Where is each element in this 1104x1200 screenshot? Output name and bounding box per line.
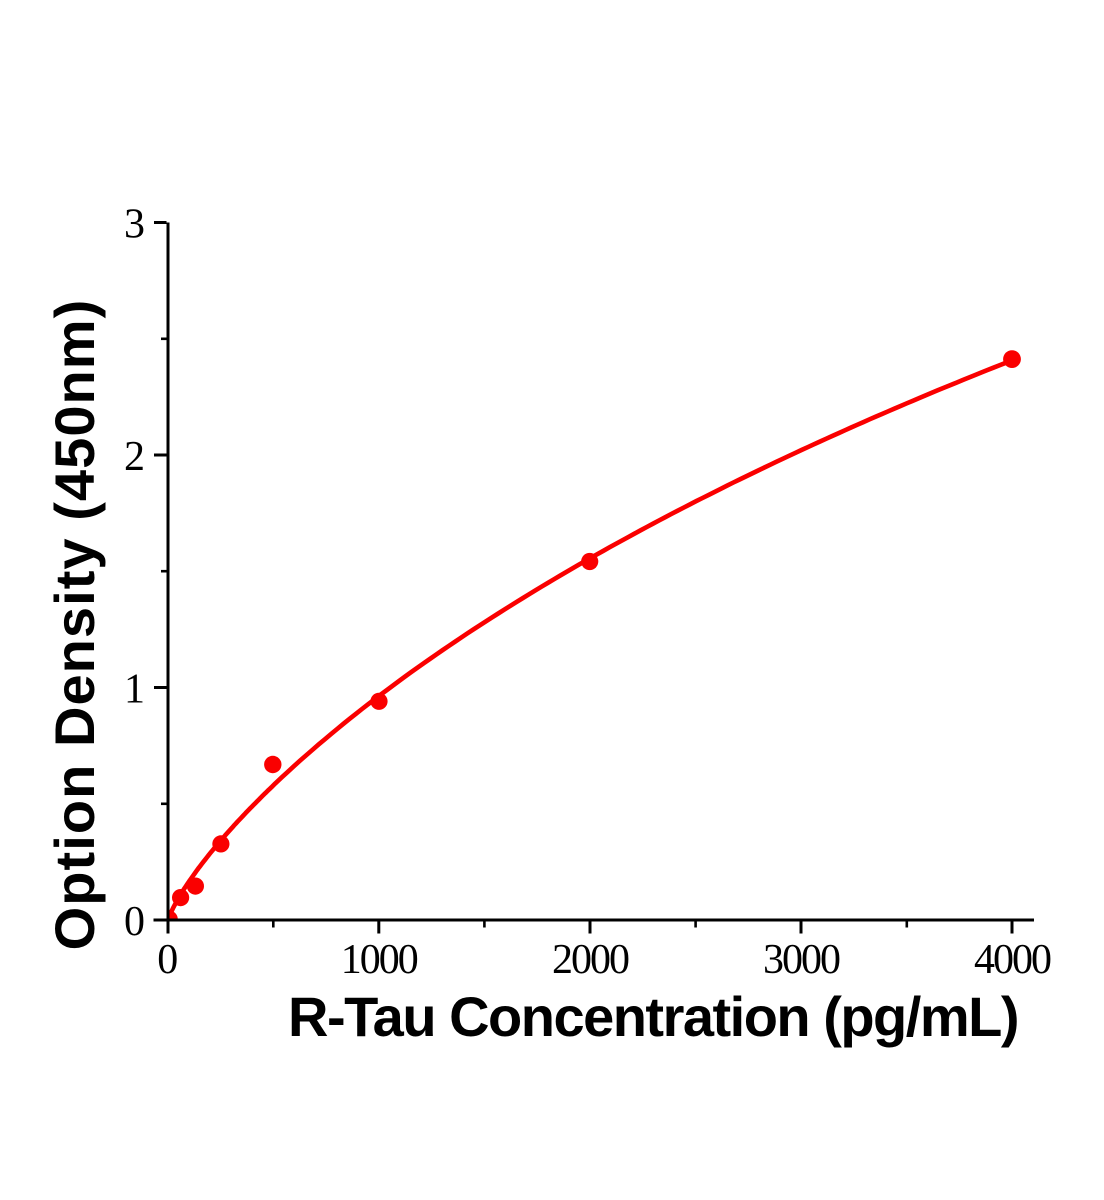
svg-text:1: 1 bbox=[124, 667, 145, 713]
svg-text:0: 0 bbox=[157, 937, 178, 983]
svg-text:3000: 3000 bbox=[763, 937, 840, 983]
svg-text:3: 3 bbox=[124, 202, 145, 248]
svg-text:Option Density (450nm): Option Density (450nm) bbox=[43, 299, 106, 951]
svg-text:2: 2 bbox=[124, 434, 145, 480]
svg-text:2000: 2000 bbox=[552, 937, 629, 983]
svg-text:0: 0 bbox=[124, 899, 145, 945]
svg-text:4000: 4000 bbox=[974, 937, 1051, 983]
svg-text:1000: 1000 bbox=[341, 937, 418, 983]
svg-text:R-Tau Concentration (pg/mL): R-Tau Concentration (pg/mL) bbox=[288, 985, 1018, 1048]
